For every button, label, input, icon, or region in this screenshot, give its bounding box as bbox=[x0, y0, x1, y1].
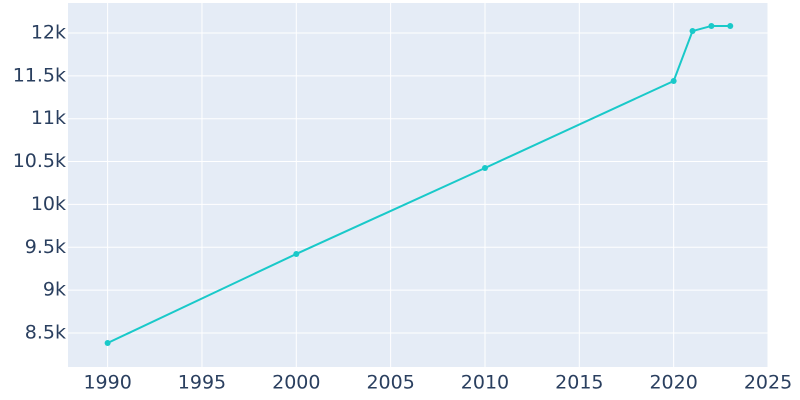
y-tick-label: 11k bbox=[31, 107, 66, 129]
x-tick-label: 1990 bbox=[83, 372, 131, 394]
y-tick-label: 8.5k bbox=[25, 321, 66, 343]
y-tick-label: 10k bbox=[31, 193, 66, 215]
y-tick-label: 11.5k bbox=[13, 64, 66, 86]
x-tick-label: 2015 bbox=[555, 372, 603, 394]
point bbox=[708, 22, 715, 29]
x-tick-label: 2005 bbox=[366, 372, 414, 394]
y-tick-label: 9.5k bbox=[25, 236, 66, 258]
x-tick-label: 1995 bbox=[178, 372, 226, 394]
point bbox=[670, 77, 677, 84]
point bbox=[104, 340, 111, 347]
x-tick-label: 2010 bbox=[461, 372, 509, 394]
y-tick-label: 12k bbox=[31, 21, 66, 43]
point bbox=[727, 22, 734, 29]
x-tick-label: 2020 bbox=[649, 372, 697, 394]
x-tick-label: 2025 bbox=[744, 372, 792, 394]
point bbox=[689, 28, 696, 35]
y-tick-label: 10.5k bbox=[13, 150, 66, 172]
x-tick-label: 2000 bbox=[272, 372, 320, 394]
point bbox=[481, 164, 488, 171]
y-tick-label: 9k bbox=[43, 279, 66, 301]
point bbox=[293, 250, 300, 257]
